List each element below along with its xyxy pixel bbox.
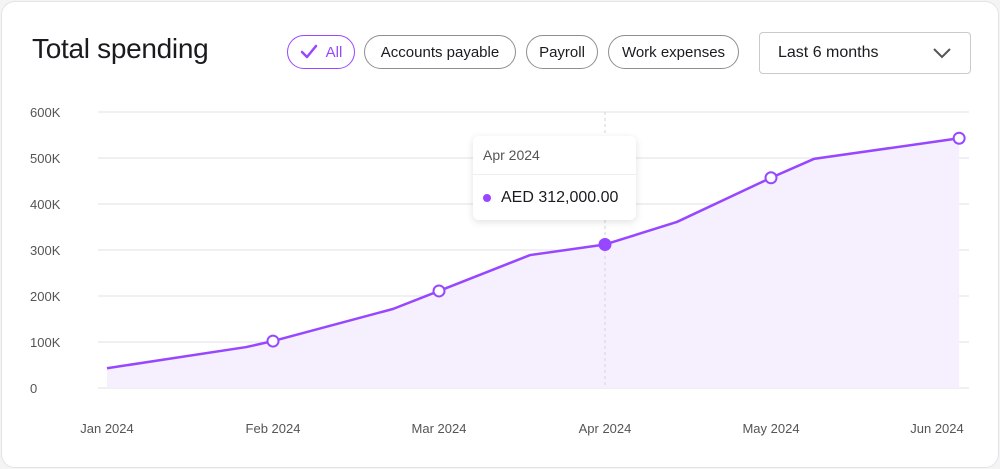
x-tick-label: Apr 2024	[579, 421, 632, 436]
y-tick-label: 0	[30, 381, 37, 396]
tooltip-value: AED 312,000.00	[501, 188, 619, 206]
series-dot-icon	[483, 193, 491, 202]
active-data-point	[598, 237, 612, 251]
filter-label: Payroll	[539, 43, 585, 61]
series-line	[106, 136, 960, 370]
data-point	[764, 171, 778, 185]
filter-label: Accounts payable	[380, 43, 500, 61]
period-select[interactable]: Last 6 months	[759, 32, 971, 74]
y-tick-label: 300K	[30, 243, 61, 258]
y-tick-label: 600K	[30, 105, 61, 120]
y-tick-label: 500K	[30, 151, 61, 166]
tooltip-date: Apr 2024	[473, 136, 636, 175]
y-tick-label: 200K	[30, 289, 61, 304]
period-select-value: Last 6 months	[778, 44, 879, 61]
data-point	[952, 131, 966, 145]
filter-accounts-payable[interactable]: Accounts payable	[364, 35, 516, 69]
filter-label: All	[325, 43, 343, 61]
x-tick-label: Feb 2024	[246, 421, 301, 436]
page-title: Total spending	[32, 33, 209, 64]
filter-payroll[interactable]: Payroll	[526, 35, 598, 69]
y-tick-label: 400K	[30, 197, 61, 212]
chart-tooltip: Apr 2024 AED 312,000.00	[473, 136, 636, 220]
x-tick-label: Jan 2024	[80, 421, 134, 436]
y-tick-label: 100K	[30, 335, 61, 350]
check-icon	[300, 44, 317, 59]
filter-label: Work expenses	[621, 43, 726, 61]
x-tick-label: May 2024	[742, 421, 799, 436]
filter-work-expenses[interactable]: Work expenses	[608, 35, 739, 69]
x-tick-label: Jun 2024	[910, 421, 964, 436]
filter-all[interactable]: All	[287, 35, 355, 69]
chevron-down-icon	[933, 48, 951, 59]
x-tick-label: Mar 2024	[412, 421, 467, 436]
area-fill	[107, 138, 960, 388]
data-point	[432, 284, 446, 298]
data-point	[266, 334, 280, 348]
